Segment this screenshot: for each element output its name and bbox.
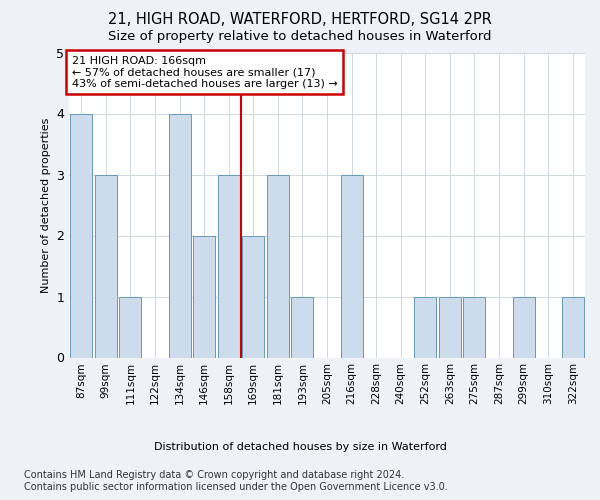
- Text: 21, HIGH ROAD, WATERFORD, HERTFORD, SG14 2PR: 21, HIGH ROAD, WATERFORD, HERTFORD, SG14…: [108, 12, 492, 28]
- Bar: [267, 174, 289, 358]
- Text: Size of property relative to detached houses in Waterford: Size of property relative to detached ho…: [108, 30, 492, 43]
- Bar: [193, 236, 215, 358]
- Bar: [242, 236, 265, 358]
- Y-axis label: Number of detached properties: Number of detached properties: [41, 118, 50, 292]
- Text: Distribution of detached houses by size in Waterford: Distribution of detached houses by size …: [154, 442, 446, 452]
- Bar: [439, 296, 461, 358]
- Bar: [119, 296, 142, 358]
- Bar: [341, 174, 362, 358]
- Bar: [414, 296, 436, 358]
- Bar: [292, 296, 313, 358]
- Bar: [95, 174, 117, 358]
- Text: 21 HIGH ROAD: 166sqm
← 57% of detached houses are smaller (17)
43% of semi-detac: 21 HIGH ROAD: 166sqm ← 57% of detached h…: [71, 56, 337, 89]
- Bar: [463, 296, 485, 358]
- Text: Contains public sector information licensed under the Open Government Licence v3: Contains public sector information licen…: [24, 482, 448, 492]
- Bar: [512, 296, 535, 358]
- Text: Contains HM Land Registry data © Crown copyright and database right 2024.: Contains HM Land Registry data © Crown c…: [24, 470, 404, 480]
- Bar: [169, 114, 191, 358]
- Bar: [218, 174, 240, 358]
- Bar: [70, 114, 92, 358]
- Bar: [562, 296, 584, 358]
